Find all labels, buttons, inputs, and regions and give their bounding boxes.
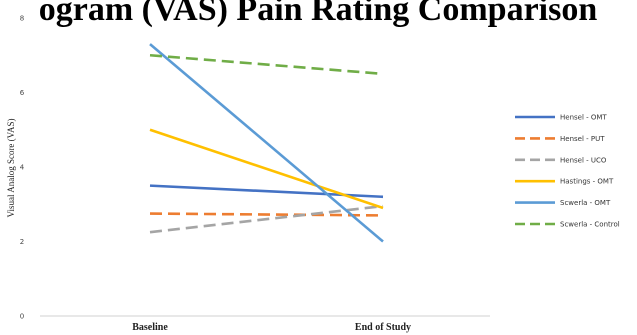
series-lines — [149, 43, 384, 243]
x-category-label: End of Study — [355, 322, 411, 333]
y-axis-title: Visual Analog Score (VAS) — [6, 118, 16, 217]
y-tick-label: 6 — [20, 89, 25, 97]
series-line — [149, 212, 384, 217]
series-line — [149, 204, 384, 234]
legend-label: Hensel - OMT — [560, 114, 607, 122]
y-tick-label: 0 — [20, 313, 24, 321]
series-line — [149, 43, 384, 243]
legend-label: Hensel - UCO — [560, 156, 607, 164]
chart-title: ogram (VAS) Pain Rating Comparison — [39, 0, 598, 28]
series-line — [149, 128, 384, 210]
y-tick-label: 4 — [20, 164, 25, 172]
x-axis-categories: Baseline End of Study — [132, 322, 411, 333]
legend-label: Hensel - PUT — [560, 135, 605, 143]
y-tick-label: 8 — [20, 15, 24, 23]
y-tick-label: 2 — [20, 238, 24, 246]
y-axis-ticks: 0 2 4 6 8 — [20, 15, 25, 321]
legend-label: Scwerla - OMT — [560, 199, 611, 207]
x-category-label: Baseline — [132, 322, 168, 333]
legend-label: Hastings - OMT — [560, 178, 614, 186]
series-line — [149, 53, 384, 76]
legend: Hensel - OMT Hensel - PUT Hensel - UCO Hast… — [515, 114, 620, 229]
legend-label: Scwerla - Control — [560, 221, 620, 229]
